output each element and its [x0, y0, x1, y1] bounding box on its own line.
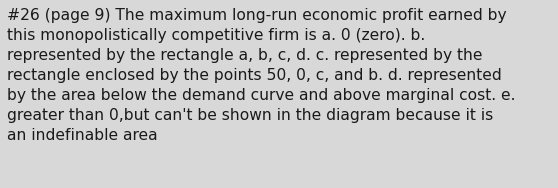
Text: #26 (page 9) The maximum long-run economic profit earned by
this monopolisticall: #26 (page 9) The maximum long-run econom…	[7, 8, 516, 143]
